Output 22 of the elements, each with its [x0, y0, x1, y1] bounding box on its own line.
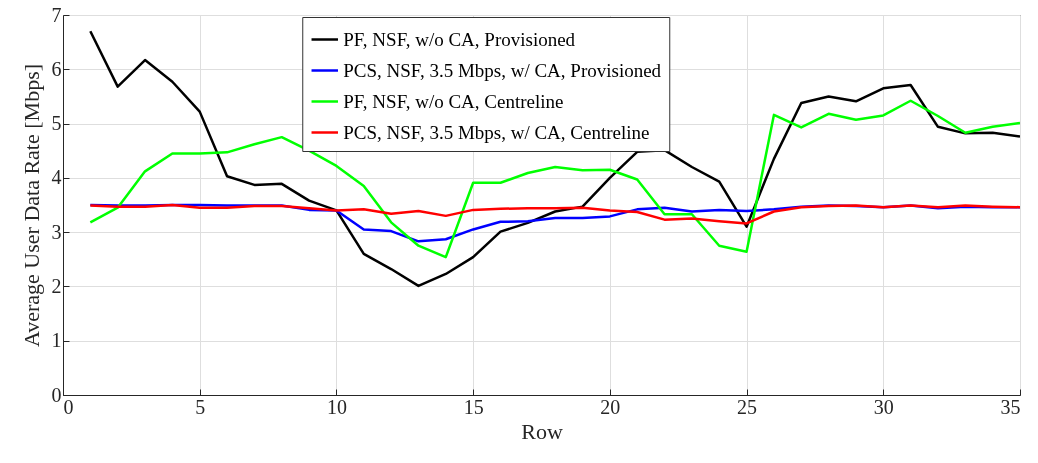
line-series — [89, 203, 1020, 225]
y-tick-label: 5 — [51, 112, 62, 135]
y-tick-label: 3 — [51, 220, 62, 243]
legend-label: PF, NSF, w/o CA, Centreline — [343, 90, 564, 112]
y-tick-label: 2 — [51, 274, 62, 297]
x-tick-label: 20 — [600, 395, 621, 418]
y-axis-title: Average User Data Rate [Mbps] — [18, 63, 44, 348]
legend-label: PF, NSF, w/o CA, Provisioned — [343, 28, 576, 50]
line-series — [89, 30, 1020, 288]
y-tick-label: 6 — [51, 57, 62, 80]
x-tick-label: 35 — [1000, 395, 1021, 418]
x-tick-label: 15 — [463, 395, 484, 418]
legend-label: PCS, NSF, 3.5 Mbps, w/ CA, Centreline — [343, 121, 650, 143]
y-tick-label: 7 — [51, 3, 62, 26]
x-axis-title: Row — [521, 418, 563, 444]
x-tick-label: 25 — [737, 395, 758, 418]
y-tick-label: 1 — [51, 329, 62, 352]
legend-label: PCS, NSF, 3.5 Mbps, w/ CA, Provisioned — [343, 59, 662, 81]
x-tick-label: 10 — [326, 395, 347, 418]
y-tick-label: 4 — [51, 166, 62, 189]
x-tick-label: 5 — [195, 395, 206, 418]
x-tick-label: 30 — [873, 395, 894, 418]
